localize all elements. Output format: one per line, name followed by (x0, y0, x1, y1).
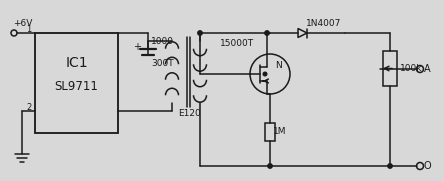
Text: 1M: 1M (273, 127, 286, 136)
Text: 100k: 100k (400, 64, 423, 73)
Circle shape (265, 31, 269, 35)
Text: 1N4007: 1N4007 (306, 18, 341, 28)
Text: O: O (423, 161, 431, 171)
Text: 1: 1 (26, 24, 31, 33)
Text: +6V: +6V (13, 20, 32, 28)
Text: N: N (275, 62, 281, 71)
Text: SL9711: SL9711 (55, 79, 99, 92)
Text: 2: 2 (26, 102, 31, 111)
Bar (35, 33, 118, 133)
Circle shape (263, 72, 267, 76)
Circle shape (388, 164, 392, 168)
Text: 300T: 300T (151, 58, 174, 68)
Text: IC1: IC1 (65, 56, 88, 70)
Text: A: A (424, 64, 430, 74)
Text: 15000T: 15000T (220, 39, 254, 47)
Text: 1000: 1000 (151, 37, 174, 45)
Circle shape (198, 31, 202, 35)
Text: E120: E120 (178, 108, 200, 117)
Text: +: + (133, 42, 141, 52)
Bar (265, 123, 275, 141)
Bar (383, 51, 397, 86)
Circle shape (268, 164, 272, 168)
